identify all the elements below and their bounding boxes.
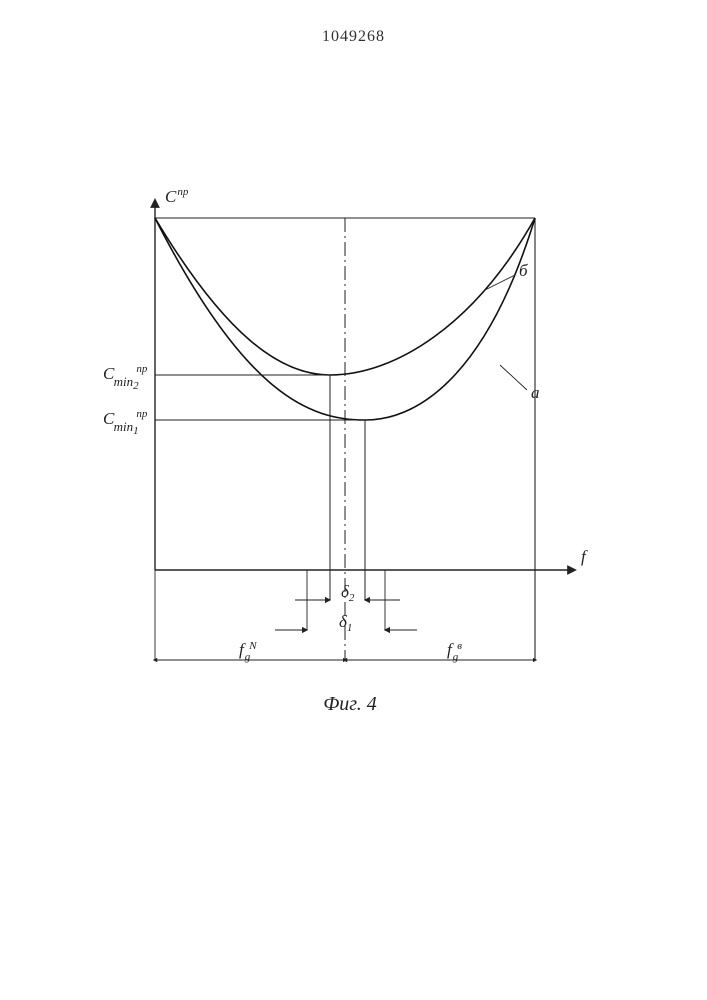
x-axis-label: f [581,547,588,566]
figure-caption: Фиг. 4 [323,693,377,715]
leader-b [485,275,515,290]
figure-4: Спр f б а [95,190,615,750]
label-delta2: δ2 [341,582,355,604]
label-curve-b: б [519,261,528,280]
leader-a [500,365,527,390]
label-cmin2: Спр min2 [103,357,152,392]
y-axis-label: Спр [165,186,189,206]
document-number: 1049268 [0,28,707,46]
label-cmin1: Спр min1 [103,402,152,437]
label-curve-a: а [531,383,540,402]
label-delta1: δ1 [339,612,352,634]
figure-svg: Спр f б а [95,190,615,750]
